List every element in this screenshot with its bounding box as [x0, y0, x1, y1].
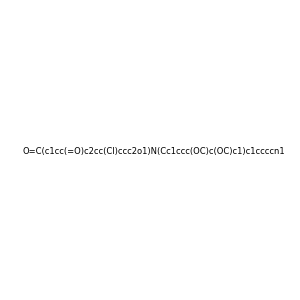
Text: O=C(c1cc(=O)c2cc(Cl)ccc2o1)N(Cc1ccc(OC)c(OC)c1)c1ccccn1: O=C(c1cc(=O)c2cc(Cl)ccc2o1)N(Cc1ccc(OC)c…	[22, 147, 285, 156]
